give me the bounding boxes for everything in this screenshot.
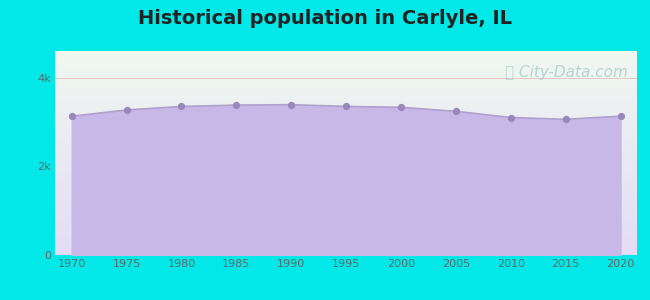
Point (450, 109, 461, 114)
Point (231, 103, 242, 107)
Point (506, 115, 516, 120)
Text: ⓘ City-Data.com: ⓘ City-Data.com (506, 65, 629, 80)
Point (176, 104, 187, 109)
Point (286, 102, 296, 107)
Point (341, 104, 351, 109)
Point (66, 114, 77, 118)
Point (396, 105, 406, 110)
Point (560, 117, 571, 122)
Point (616, 114, 626, 118)
Text: Historical population in Carlyle, IL: Historical population in Carlyle, IL (138, 9, 512, 28)
Point (122, 108, 132, 112)
